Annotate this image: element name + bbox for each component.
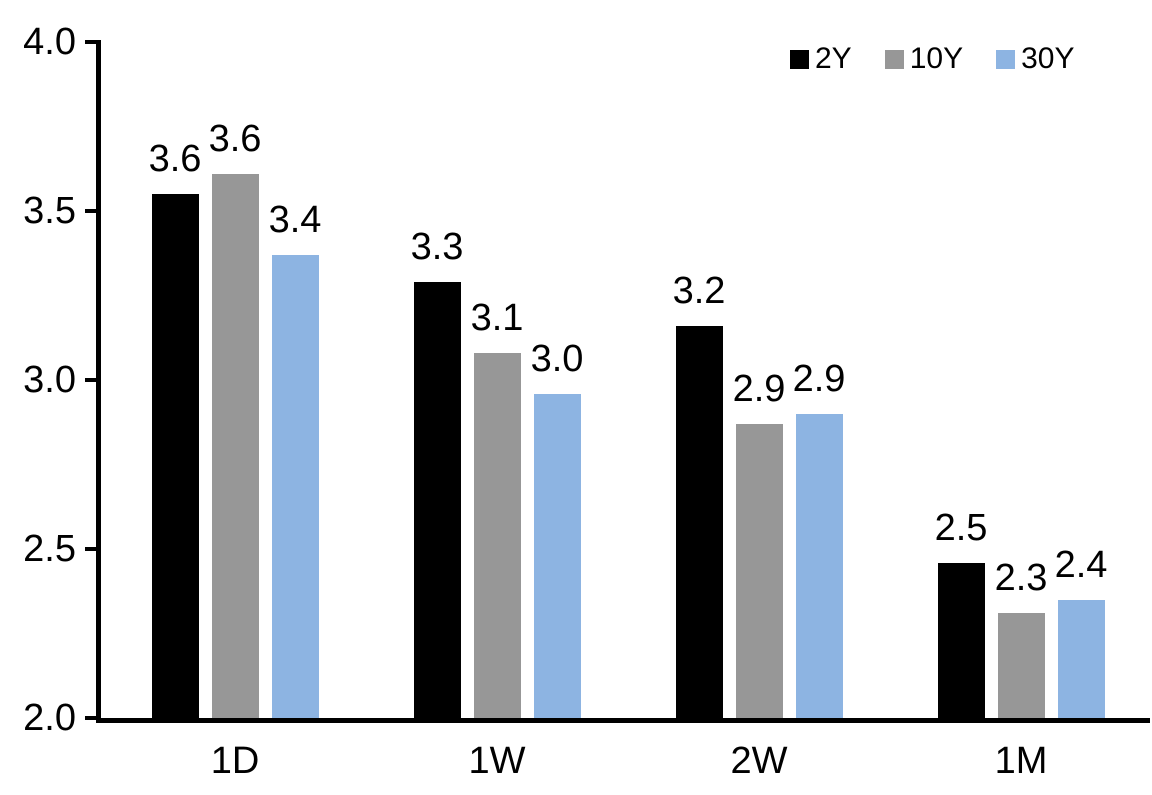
bar-value-label: 2.9: [792, 358, 846, 400]
legend-label: 30Y: [1021, 42, 1075, 75]
bar-value-label: 3.2: [672, 270, 726, 312]
bar-value-label: 3.6: [148, 138, 202, 180]
y-axis-tick-label: 2.5: [23, 528, 76, 570]
y-axis-tick-label: 2.0: [23, 697, 76, 739]
bar-30y-1m: [1058, 600, 1105, 718]
legend-swatch-icon: [884, 49, 904, 69]
y-axis-tick: [85, 378, 101, 382]
x-axis-category-label: 2W: [730, 740, 788, 782]
bar-10y-1m: [998, 613, 1045, 718]
x-axis-line: [96, 718, 1150, 723]
bar-30y-2w: [796, 414, 843, 718]
bar-2y-1m: [938, 563, 985, 718]
bar-value-label: 2.9: [732, 368, 786, 410]
legend-label: 10Y: [909, 42, 964, 75]
x-axis-category-label: 1M: [994, 740, 1048, 782]
y-axis-tick: [85, 209, 101, 213]
bar-2y-1w: [414, 282, 461, 718]
bar-value-label: 2.4: [1054, 544, 1108, 586]
y-axis-tick-label: 3.5: [23, 190, 76, 232]
bar-2y-2w: [676, 326, 723, 718]
y-axis-tick: [85, 547, 101, 551]
y-axis-tick: [85, 716, 101, 720]
x-axis-category-label: 1D: [210, 740, 260, 782]
legend-label: 2Y: [815, 42, 852, 75]
bar-value-label: 3.4: [268, 199, 322, 241]
bar-value-label: 3.3: [410, 226, 464, 268]
bar-10y-1d: [212, 174, 259, 718]
bar-30y-1d: [272, 255, 319, 718]
legend: 2Y 10Y 30Y: [790, 44, 1074, 74]
bar-value-label: 2.5: [934, 507, 988, 549]
legend-item-10y: 10Y: [884, 42, 964, 75]
y-axis-tick: [85, 40, 101, 44]
bar-10y-2w: [736, 424, 783, 718]
bar-30y-1w: [534, 394, 581, 718]
bar-value-label: 3.1: [470, 297, 524, 339]
legend-item-2y: 2Y: [790, 44, 852, 74]
bar-value-label: 3.0: [530, 338, 584, 380]
legend-swatch-icon: [996, 49, 1016, 69]
bar-value-label: 3.6: [208, 118, 262, 160]
x-axis-category-label: 1W: [468, 740, 526, 782]
legend-item-30y: 30Y: [996, 44, 1074, 74]
y-axis-tick-label: 4.0: [23, 21, 76, 63]
bar-2y-1d: [152, 194, 199, 718]
legend-swatch-icon: [790, 49, 809, 69]
y-axis-tick-label: 3.0: [23, 359, 76, 401]
bar-value-label: 2.3: [994, 557, 1048, 599]
bar-10y-1w: [474, 353, 521, 718]
